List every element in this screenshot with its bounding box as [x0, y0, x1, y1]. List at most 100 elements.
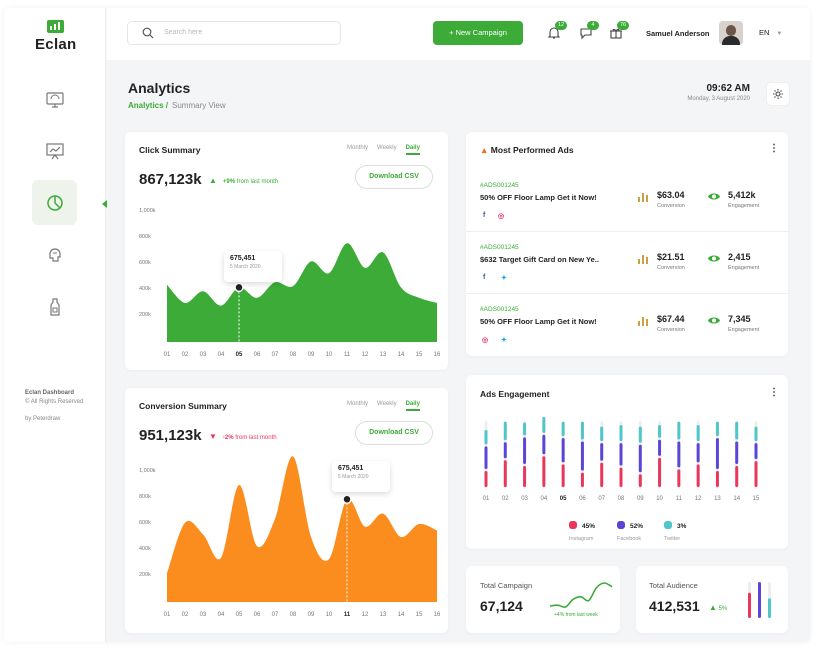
engagement-bar-instagram[interactable]	[542, 456, 546, 487]
click-total: 867,123k	[139, 171, 202, 188]
engagement-bar-twitter[interactable]	[715, 421, 719, 437]
engagement-bar-facebook[interactable]	[715, 438, 719, 469]
new-campaign-button[interactable]: + New Campaign	[433, 21, 523, 45]
legend-instagram: 45%	[569, 521, 595, 530]
notifications-button[interactable]: 12	[547, 21, 567, 40]
avatar[interactable]	[719, 21, 743, 45]
engagement-bar-instagram[interactable]	[619, 467, 623, 487]
engagement-bar-instagram[interactable]	[600, 462, 604, 487]
logo[interactable]: Eclan	[35, 18, 85, 58]
click-download-csv-button[interactable]: Download CSV	[355, 165, 433, 189]
ad-conversion-label: Conversion	[657, 265, 685, 271]
sidebar-item-audience[interactable]	[32, 232, 77, 277]
engagement-bar-facebook[interactable]	[677, 441, 681, 468]
topbar: Search here + New Campaign 12 4 76 Samue…	[107, 8, 810, 60]
sidebar-item-dashboard[interactable]	[32, 77, 77, 122]
facebook-icon[interactable]: f	[483, 274, 486, 281]
messages-button[interactable]: 4	[579, 21, 599, 40]
conversion-area	[167, 456, 437, 602]
conversion-x-tick: 13	[379, 612, 387, 618]
click-summary-card: Click Summary Monthly Weekly Daily 867,123…	[125, 132, 448, 370]
conversion-highlight-point[interactable]	[342, 494, 352, 505]
engagement-bar-twitter[interactable]	[619, 425, 623, 442]
facebook-icon[interactable]: f	[483, 212, 486, 219]
tab-monthly[interactable]: Monthly	[347, 145, 369, 151]
breadcrumb-analytics[interactable]: Analytics /	[128, 101, 169, 110]
engagement-bar-instagram[interactable]	[715, 470, 719, 487]
tab-daily[interactable]: Daily	[405, 145, 420, 155]
engagement-bar-facebook[interactable]	[735, 441, 739, 465]
ad-item[interactable]: #ADS001245 $632 Target Gift Card on New …	[466, 232, 788, 294]
engagement-bar-facebook[interactable]	[523, 437, 527, 465]
engagement-bar-facebook[interactable]	[580, 441, 584, 471]
engagement-bar-instagram[interactable]	[735, 466, 739, 487]
engagement-bar-twitter[interactable]	[523, 422, 527, 436]
engagement-bar-instagram[interactable]	[658, 457, 662, 487]
sidebar-item-products[interactable]	[32, 284, 77, 329]
language-select[interactable]: EN ▼	[759, 28, 782, 37]
twitter-icon[interactable]: ✦	[501, 275, 507, 282]
click-highlight-point[interactable]	[234, 282, 244, 293]
engagement-bar-twitter[interactable]	[677, 421, 681, 440]
engagement-more-menu-icon[interactable]: ⋮	[769, 387, 779, 398]
ads-engagement-chart	[484, 416, 758, 488]
engagement-bar-twitter[interactable]	[754, 426, 758, 442]
search-input[interactable]: Search here	[127, 21, 341, 45]
engagement-bar-twitter[interactable]	[484, 429, 488, 445]
engagement-bar-instagram[interactable]	[484, 470, 488, 487]
instagram-icon[interactable]: ◎	[498, 213, 505, 220]
engagement-bar-instagram[interactable]	[561, 464, 565, 487]
engagement-bar-facebook[interactable]	[638, 444, 642, 473]
click-summary-title: Click Summary	[139, 145, 201, 155]
ad-conversion-label: Conversion	[657, 327, 685, 333]
user-name[interactable]: Samuel Anderson	[646, 29, 710, 38]
engagement-bar-instagram[interactable]	[638, 474, 642, 487]
tab-weekly[interactable]: Weekly	[377, 401, 397, 407]
engagement-bar-facebook[interactable]	[600, 443, 604, 461]
engagement-bar-facebook[interactable]	[696, 443, 700, 463]
engagement-bar-instagram[interactable]	[696, 464, 700, 487]
engagement-bar-facebook[interactable]	[503, 442, 507, 459]
gifts-button[interactable]: 76	[609, 21, 629, 40]
ad-item[interactable]: #ADS001245 50% OFF Floor Lamp Get it Now…	[466, 170, 788, 232]
total-campaign-note: +4% from last week	[554, 612, 598, 618]
legend-twitter-value: 3%	[677, 523, 687, 530]
tab-daily[interactable]: Daily	[405, 401, 420, 411]
engagement-bar-twitter[interactable]	[542, 416, 546, 433]
engagement-bar-twitter[interactable]	[561, 421, 565, 437]
ad-item[interactable]: #ADS001245 50% OFF Floor Lamp Get it Now…	[466, 294, 788, 356]
twitter-icon[interactable]: ✦	[501, 337, 507, 344]
breadcrumb: Analytics / Summary View	[128, 101, 226, 110]
engagement-bar-twitter[interactable]	[696, 425, 700, 442]
engagement-bar-facebook[interactable]	[658, 439, 662, 456]
engagement-bar-facebook[interactable]	[619, 443, 623, 466]
engagement-bar-instagram[interactable]	[580, 472, 584, 487]
eye-icon	[708, 193, 720, 200]
conversion-x-tick: 09	[307, 612, 315, 618]
engagement-bar-instagram[interactable]	[503, 460, 507, 487]
engagement-bar-facebook[interactable]	[484, 446, 488, 469]
sidebar-item-reports[interactable]	[32, 128, 77, 173]
engagement-bar-twitter[interactable]	[600, 426, 604, 442]
engagement-bar-twitter[interactable]	[658, 425, 662, 438]
engagement-bar-twitter[interactable]	[503, 421, 507, 441]
click-x-tick: 01	[163, 352, 171, 358]
ads-more-menu-icon[interactable]: ⋮	[769, 143, 779, 154]
tab-monthly[interactable]: Monthly	[347, 401, 369, 407]
engagement-bar-instagram[interactable]	[677, 469, 681, 487]
engagement-bar-twitter[interactable]	[735, 421, 739, 440]
engagement-bar-facebook[interactable]	[561, 438, 565, 463]
arrow-up-icon: ▲	[709, 603, 717, 612]
engagement-bar-twitter[interactable]	[638, 426, 642, 443]
engagement-bar-twitter[interactable]	[580, 421, 584, 440]
sidebar-item-analytics[interactable]	[32, 180, 77, 225]
settings-button[interactable]	[766, 82, 790, 106]
conversion-download-csv-button[interactable]: Download CSV	[355, 421, 433, 445]
engagement-bar-instagram[interactable]	[754, 461, 758, 487]
instagram-icon[interactable]: ◎	[482, 337, 489, 344]
engagement-bar-instagram[interactable]	[523, 466, 527, 487]
engagement-bar-facebook[interactable]	[754, 443, 758, 460]
engagement-bar-facebook[interactable]	[542, 434, 546, 455]
click-summary-tabs: Monthly Weekly Daily	[338, 145, 420, 155]
tab-weekly[interactable]: Weekly	[377, 145, 397, 151]
